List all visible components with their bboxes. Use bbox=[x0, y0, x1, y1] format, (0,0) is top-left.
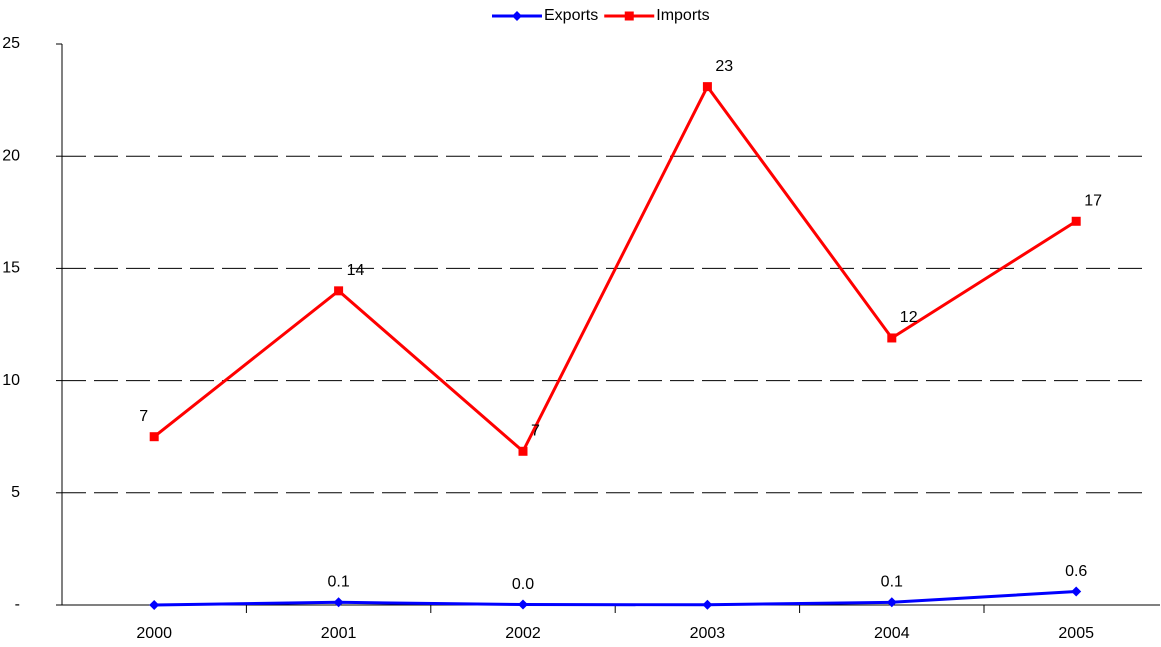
data-label: 0.1 bbox=[327, 574, 349, 591]
legend-label: Exports bbox=[544, 7, 598, 24]
marker bbox=[149, 600, 160, 610]
marker bbox=[886, 597, 897, 608]
marker bbox=[702, 599, 713, 610]
data-label: 17 bbox=[1084, 192, 1102, 209]
x-tick-label: 2003 bbox=[690, 625, 726, 642]
marker bbox=[702, 82, 712, 92]
data-label: 0.0 bbox=[512, 576, 534, 593]
marker bbox=[333, 597, 344, 608]
data-label: 14 bbox=[347, 262, 365, 279]
series-line bbox=[153, 83, 1078, 454]
marker bbox=[1071, 216, 1081, 226]
y-tick-label: 5 bbox=[11, 484, 20, 501]
y-tick-label: 10 bbox=[2, 372, 20, 389]
y-tick-label: 15 bbox=[2, 260, 20, 277]
legend-marker bbox=[512, 11, 522, 21]
series-line bbox=[154, 590, 1077, 607]
marker bbox=[1071, 586, 1082, 597]
x-tick-label: 2005 bbox=[1058, 625, 1094, 642]
y-tick-label: - bbox=[15, 596, 20, 613]
legend-label: Imports bbox=[656, 7, 709, 24]
data-label: 7 bbox=[139, 408, 148, 425]
marker bbox=[149, 432, 159, 442]
marker bbox=[334, 286, 344, 296]
marker bbox=[887, 333, 897, 343]
data-label: 0.6 bbox=[1065, 563, 1087, 580]
marker bbox=[518, 599, 528, 610]
data-label: 12 bbox=[900, 309, 918, 326]
marker bbox=[518, 446, 528, 456]
y-tick-label: 20 bbox=[2, 147, 20, 164]
data-label: 23 bbox=[715, 58, 733, 75]
y-tick-label: 25 bbox=[2, 35, 20, 52]
legend-marker bbox=[624, 11, 634, 21]
x-tick-label: 2004 bbox=[874, 625, 910, 642]
x-tick-label: 2000 bbox=[136, 625, 172, 642]
x-tick-label: 2002 bbox=[505, 625, 541, 642]
data-label: 7 bbox=[531, 423, 540, 440]
x-tick-label: 2001 bbox=[321, 625, 357, 642]
data-label: 0.1 bbox=[881, 574, 903, 591]
